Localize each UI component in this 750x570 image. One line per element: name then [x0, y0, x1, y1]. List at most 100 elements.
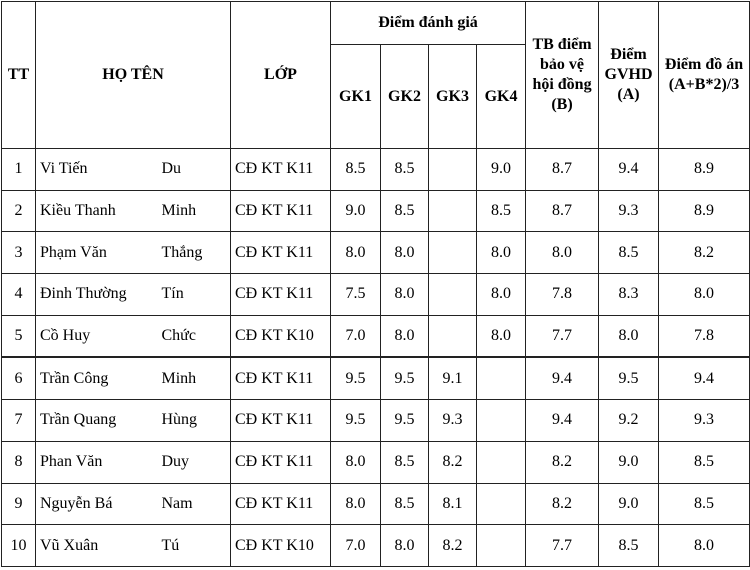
table-cell: 8.2	[525, 482, 600, 526]
table-cell: 8.5	[658, 440, 750, 484]
table-cell: 8	[1, 440, 36, 484]
table-cell: Nam	[157, 482, 231, 526]
table-cell	[428, 148, 477, 191]
table-body: 1 Vi Tiến Du CĐ KT K11 8.5 8.5 9.0 8.7 9.4 8.9 2 Ki…	[1, 148, 750, 567]
table-cell: 8.5	[658, 482, 750, 526]
table-cell: CĐ KT K10	[230, 524, 331, 567]
table-cell: Minh	[157, 356, 231, 401]
table-row: 2 Kiều Thanh Minh CĐ KT K11 9.0 8.5 8.5 8.7 9.3 8…	[1, 189, 750, 233]
table-cell: Vũ Xuân	[35, 524, 158, 567]
table-cell: 8.0	[475, 231, 527, 275]
table-row: 10 Vũ Xuân Tú CĐ KT K10 7.0 8.0 8.2 7.7 8.5 8.0	[1, 524, 750, 567]
table-cell: 8.5	[380, 189, 429, 233]
table-cell: 8.0	[330, 482, 381, 526]
table-cell: 9.3	[658, 399, 750, 442]
table-cell: 8.2	[428, 440, 477, 484]
table-cell: 9.5	[380, 356, 429, 401]
table-cell: 9	[1, 482, 36, 526]
table-cell: Phạm Văn	[35, 231, 158, 275]
table-cell: 3	[1, 231, 36, 275]
table-cell: Phan Văn	[35, 440, 158, 484]
table-cell: Trần Công	[35, 356, 158, 401]
table-cell: 9.3	[598, 189, 660, 233]
header-cell: Điểm đồ án (A+B*2)/3	[658, 1, 750, 149]
table-row: 8 Phan Văn Duy CĐ KT K11 8.0 8.5 8.2 8.2 9.0 8.5	[1, 440, 750, 484]
table-row: 6 Trần Công Minh CĐ KT K11 9.5 9.5 9.1 9.4 9.5 9.…	[1, 356, 750, 401]
table-cell: Kiều Thanh	[35, 189, 158, 233]
table-cell: 10	[1, 524, 36, 567]
header-row: GK1 GK2 GK3 GK4	[2, 44, 750, 149]
table-cell: 9.1	[428, 356, 477, 401]
table-cell: CĐ KT K11	[230, 482, 331, 526]
table-cell: 8.5	[380, 148, 429, 191]
table-cell: 7.7	[525, 524, 600, 567]
table-cell	[475, 440, 527, 484]
table-cell: CĐ KT K11	[230, 189, 331, 233]
table-cell: 8.5	[598, 524, 660, 567]
table-row: 4 Đinh Thường Tín CĐ KT K11 7.5 8.0 8.0 7.8 8.3 8…	[1, 273, 750, 316]
table-cell: 8.5	[330, 148, 381, 191]
table-cell: 9.0	[598, 482, 660, 526]
table-cell: 8.0	[380, 231, 429, 275]
table-cell: 8.1	[428, 482, 477, 526]
table-cell: 8.5	[475, 189, 527, 233]
table-cell: 8.0	[525, 231, 600, 275]
table-cell: 8.0	[330, 231, 381, 275]
table-cell: Nguyễn Bá	[35, 482, 158, 526]
table-cell: 2	[1, 189, 36, 233]
table-cell: 9.0	[598, 440, 660, 484]
table-cell: CĐ KT K11	[230, 231, 331, 275]
table-cell: 9.5	[598, 356, 660, 401]
table-cell: CĐ KT K10	[230, 314, 331, 359]
table-cell: Du	[157, 148, 231, 191]
table-cell: 7.5	[330, 273, 381, 316]
header-cell: TB điểm bảo vệ hội đồng (B)	[525, 1, 600, 149]
table-cell: 6	[1, 356, 36, 401]
table-cell: 8.0	[380, 273, 429, 316]
table-cell: 8.9	[658, 148, 750, 191]
table-cell: Thắng	[157, 231, 231, 275]
table-cell: 9.4	[525, 399, 600, 442]
table-cell: 9.2	[598, 399, 660, 442]
table-cell: 8.5	[380, 482, 429, 526]
table-cell: 9.0	[475, 148, 527, 191]
table-cell: 9.4	[598, 148, 660, 191]
header-cell: HỌ TÊN	[35, 1, 231, 149]
table-cell: 7.7	[525, 314, 600, 359]
table-cell: 7.8	[525, 273, 600, 316]
table-cell: CĐ KT K11	[230, 356, 331, 401]
table-cell	[428, 189, 477, 233]
table-cell: CĐ KT K11	[230, 399, 331, 442]
table-cell: 8.7	[525, 148, 600, 191]
table-cell: 8.0	[380, 524, 429, 567]
table-cell: Đinh Thường	[35, 273, 158, 316]
table-cell: Minh	[157, 189, 231, 233]
table-cell: 8.2	[658, 231, 750, 275]
table-cell	[428, 231, 477, 275]
table-cell: Vi Tiến	[35, 148, 158, 191]
table-cell: 8.3	[598, 273, 660, 316]
table-cell: 8.0	[475, 273, 527, 316]
table-cell: 9.3	[428, 399, 477, 442]
table-cell: 1	[1, 148, 36, 191]
header-cell: GK1	[330, 44, 381, 149]
table-cell: 8.7	[525, 189, 600, 233]
table-cell	[475, 356, 527, 401]
table-cell: 8.9	[658, 189, 750, 233]
table-cell: 9.5	[330, 399, 381, 442]
table-cell: 8.0	[658, 524, 750, 567]
table-cell: 9.4	[525, 356, 600, 401]
table-row: 1 Vi Tiến Du CĐ KT K11 8.5 8.5 9.0 8.7 9.4 8.9	[1, 148, 750, 191]
table-cell: 9.5	[380, 399, 429, 442]
table-row: 3 Phạm Văn Thắng CĐ KT K11 8.0 8.0 8.0 8.0 8.5 8.…	[1, 231, 750, 275]
header-cell: LỚP	[230, 1, 331, 149]
table-cell: 8.0	[475, 314, 527, 359]
header-cell: GK4	[475, 44, 527, 149]
table-row: 7 Trần Quang Hùng CĐ KT K11 9.5 9.5 9.3 9.4 9.2 9…	[1, 399, 750, 442]
table-cell	[475, 399, 527, 442]
table-cell: CĐ KT K11	[230, 273, 331, 316]
table-cell: 8.0	[380, 314, 429, 359]
table-cell: Duy	[157, 440, 231, 484]
